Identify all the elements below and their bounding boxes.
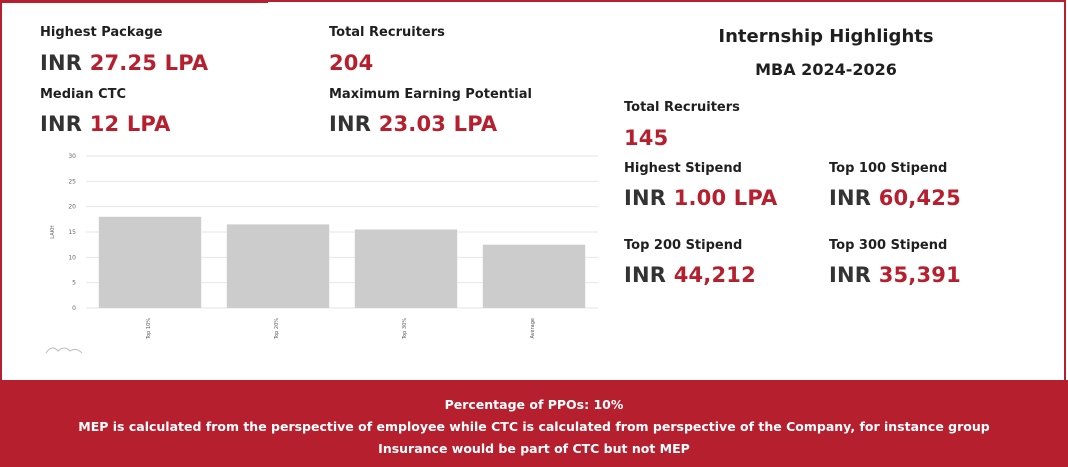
top100-stipend-number: 60,425 [878,186,961,210]
x-tick-label: Top 30% [402,318,408,340]
currency-prefix: INR [329,112,372,136]
currency-prefix: INR [624,263,667,287]
top100-stipend-label: Top 100 Stipend [829,161,948,176]
x-tick-label: Top 10% [146,318,152,340]
top200-stipend-value: INR 44,212 [624,263,756,287]
total-recruiters-label: Total Recruiters [329,25,445,40]
top300-stipend-value: INR 35,391 [829,263,961,287]
x-tick-label: Top 20% [274,318,280,340]
x-tick-label: Average [530,318,536,339]
currency-prefix: INR [829,186,872,210]
highest-stipend-number: 1.00 LPA [673,186,778,210]
y-tick-label: 20 [68,204,76,211]
max-earning-label: Maximum Earning Potential [329,87,532,102]
top-accent-bar [0,0,268,3]
currency-prefix: INR [40,51,83,75]
bar [482,244,586,308]
bar [98,216,202,308]
internship-title: Internship Highlights [718,26,934,47]
y-tick-label: 10 [68,254,76,261]
intern-total-recruiters-value: 145 [624,126,668,150]
highest-stipend-value: INR 1.00 LPA [624,186,778,210]
total-recruiters-number: 204 [329,51,374,75]
top300-stipend-number: 35,391 [878,263,961,287]
total-recruiters-value: 204 [329,51,373,75]
top300-stipend-label: Top 300 Stipend [829,238,948,253]
ppo-percentage-text: Percentage of PPOs: 10% [444,397,624,412]
y-tick-label: 15 [68,229,76,236]
bar [226,224,330,308]
intern-total-recruiters-number: 145 [624,126,669,150]
bar [354,229,458,308]
median-ctc-label: Median CTC [40,87,127,102]
mep-note-text: MEP is calculated from the perspective o… [78,419,990,434]
median-ctc-number: 12 LPA [89,112,171,136]
internship-subtitle: MBA 2024-2026 [755,60,897,79]
currency-prefix: INR [829,263,872,287]
intern-total-recruiters-label: Total Recruiters [624,100,740,115]
y-tick-label: 0 [72,305,76,312]
y-tick-label: 25 [68,178,76,185]
mep-note-text-continued: Insurance would be part of CTC but not M… [378,441,690,456]
top200-stipend-label: Top 200 Stipend [624,238,743,253]
chart-logo-icon [45,347,83,354]
y-tick-label: 5 [72,280,76,287]
highest-package-label: Highest Package [40,25,163,40]
y-axis-label: LAKH [50,225,56,239]
ctc-bar-chart: 0 5 10 15 20 25 30 LAKH Top 10% Top 20% Top 30% Ave… [45,153,598,354]
max-earning-value: INR 23.03 LPA [329,112,497,136]
highest-stipend-label: Highest Stipend [624,161,742,176]
currency-prefix: INR [624,186,667,210]
top100-stipend-value: INR 60,425 [829,186,961,210]
max-earning-number: 23.03 LPA [378,112,498,136]
highest-package-value: INR 27.25 LPA [40,51,208,75]
footer-banner: Percentage of PPOs: 10% MEP is calculate… [0,380,1068,467]
top200-stipend-number: 44,212 [673,263,756,287]
median-ctc-value: INR 12 LPA [40,112,171,136]
y-tick-label: 30 [68,153,76,160]
currency-prefix: INR [40,112,83,136]
highest-package-number: 27.25 LPA [89,51,209,75]
